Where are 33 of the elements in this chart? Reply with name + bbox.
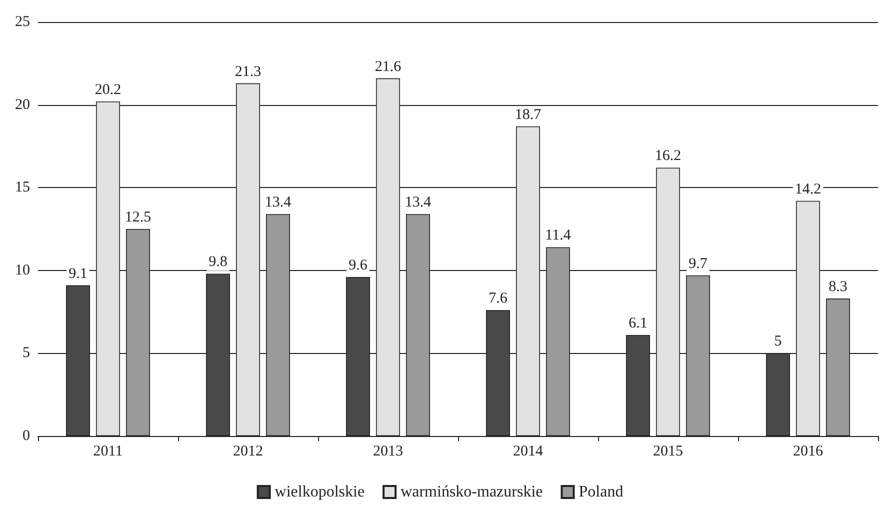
- data-label: 18.7: [514, 106, 542, 123]
- x-tick-label: 2014: [513, 444, 544, 460]
- x-tick-label: 2016: [793, 444, 824, 460]
- data-label: 5: [774, 334, 782, 350]
- data-label: 14.2: [794, 181, 822, 198]
- data-label: 20.2: [94, 82, 122, 98]
- y-tick-label: 5: [22, 345, 30, 362]
- data-label: 9.7: [688, 256, 708, 272]
- legend-label: warmińsko-mazurskie: [400, 484, 543, 500]
- data-label: 13.4: [404, 194, 432, 211]
- data-label: 12.5: [124, 210, 152, 226]
- y-tick-label: 25: [15, 14, 30, 30]
- data-label: 6.1: [628, 315, 648, 332]
- data-label: 8.3: [828, 279, 848, 296]
- y-tick-label: 20: [15, 96, 30, 113]
- data-label: 13.4: [264, 194, 292, 211]
- x-tick-label: 2015: [653, 444, 683, 460]
- data-label: 9.1: [68, 266, 88, 282]
- data-label: 11.4: [545, 228, 572, 244]
- data-label: 9.8: [208, 254, 228, 270]
- legend-label: wielkopolskie: [274, 484, 365, 500]
- x-tick-label: 2012: [233, 444, 263, 460]
- y-tick-label: 15: [15, 180, 30, 196]
- data-label: 21.3: [234, 64, 262, 80]
- data-label: 16.2: [654, 148, 682, 164]
- x-tick-label: 2011: [93, 444, 123, 460]
- data-label: 9.6: [348, 258, 368, 274]
- y-tick-label: 10: [15, 262, 30, 278]
- x-tick-label: 2013: [373, 444, 403, 460]
- data-label: 7.6: [488, 290, 508, 307]
- y-tick-label: 0: [22, 428, 30, 444]
- legend-label: Poland: [578, 484, 624, 500]
- data-label: 21.6: [374, 58, 402, 75]
